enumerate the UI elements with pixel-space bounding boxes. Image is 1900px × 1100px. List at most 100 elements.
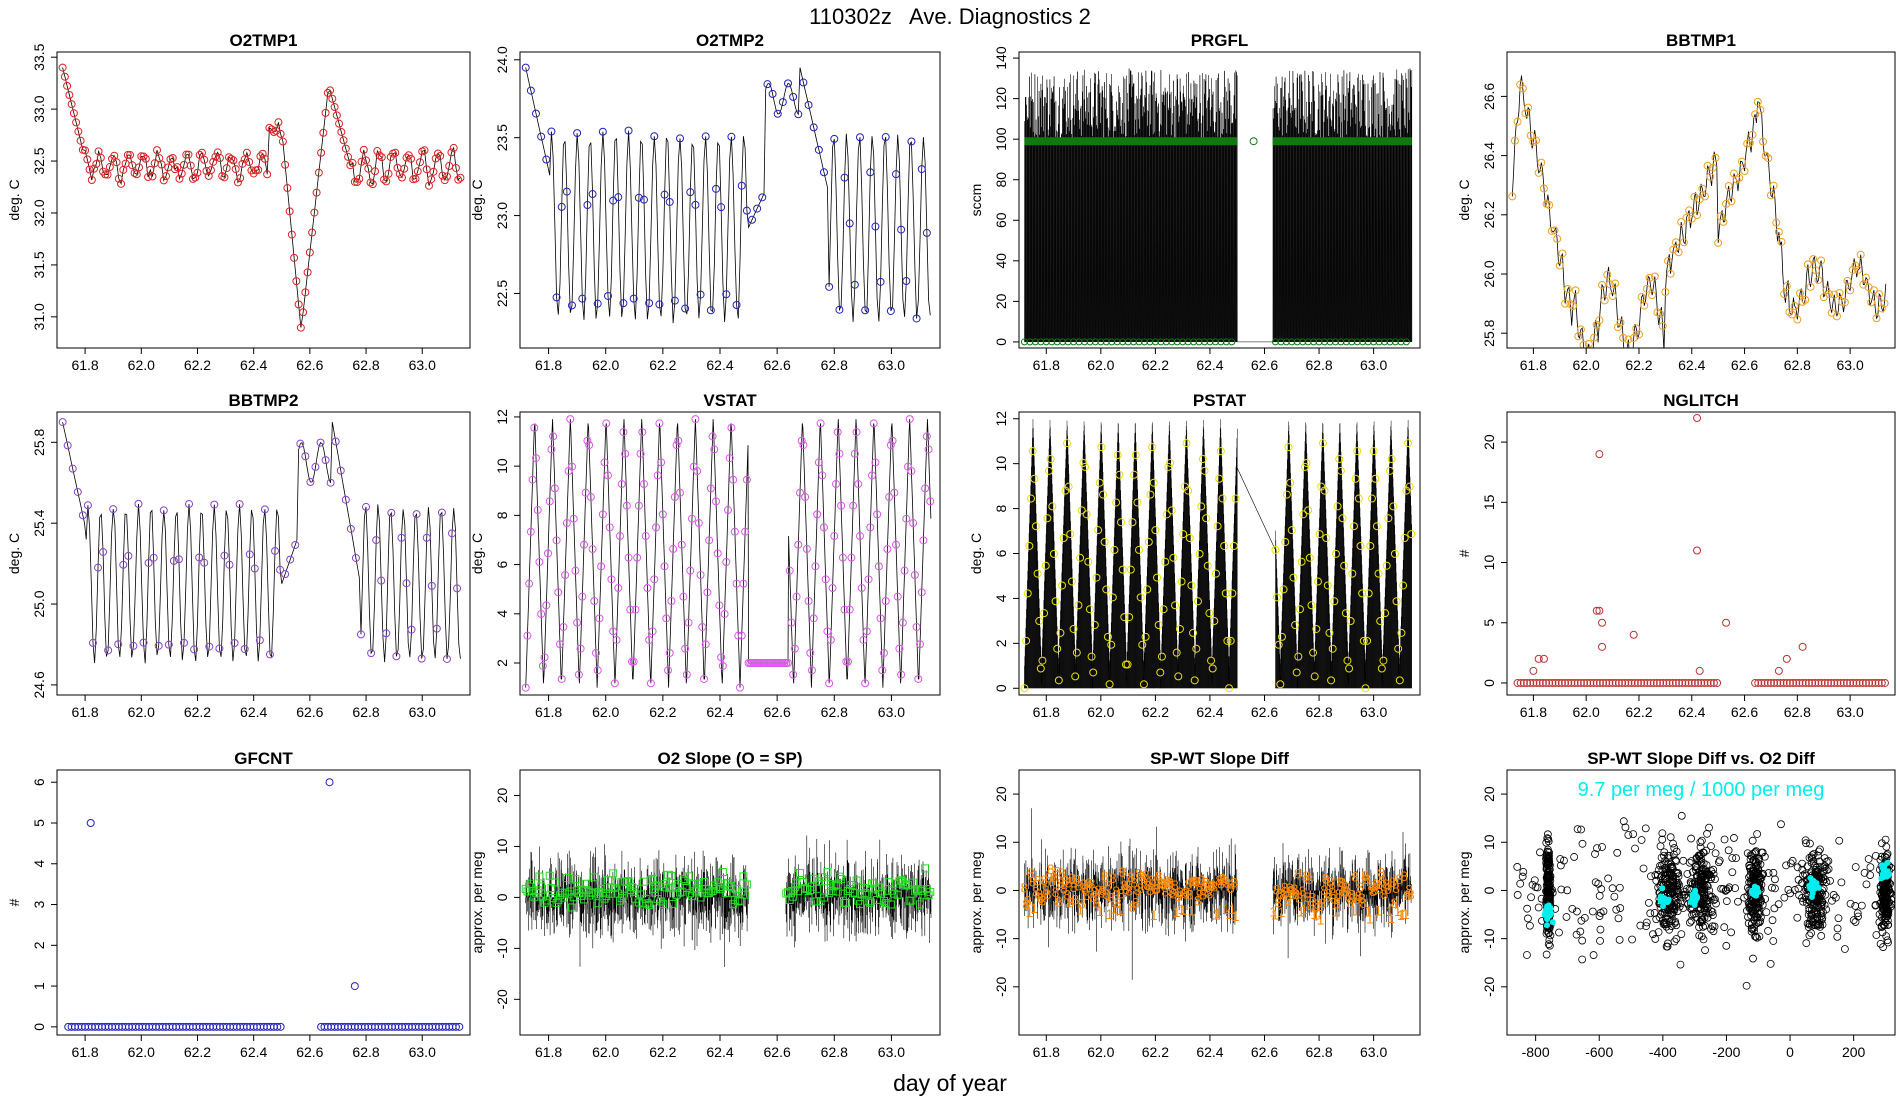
y-tick-label: 12 xyxy=(494,409,510,425)
data-point xyxy=(833,428,842,437)
series-line xyxy=(525,67,931,324)
data-point xyxy=(638,428,647,437)
data-point xyxy=(276,1022,285,1031)
data-point xyxy=(1534,168,1543,177)
data-label: 8 xyxy=(1024,892,1032,908)
data-label: 8 xyxy=(1330,890,1338,906)
data-point xyxy=(902,514,911,523)
data-point xyxy=(1077,506,1086,515)
data-point xyxy=(1825,290,1834,299)
data-point xyxy=(1323,581,1332,590)
data-point xyxy=(1094,526,1103,535)
data-point xyxy=(1022,636,1031,645)
data-point xyxy=(612,635,621,644)
data-point xyxy=(68,464,77,473)
data-label: 8 xyxy=(1181,886,1189,902)
data-point xyxy=(1671,856,1680,865)
data-point xyxy=(533,506,542,515)
data-point xyxy=(888,436,897,445)
data-point xyxy=(1149,478,1158,487)
data-point xyxy=(1558,249,1567,258)
data-point xyxy=(1138,640,1147,649)
data-point xyxy=(742,475,751,484)
data-point xyxy=(1820,678,1829,687)
data-label: 8 xyxy=(1137,880,1145,896)
fit-point xyxy=(1813,880,1820,887)
data-point xyxy=(1795,289,1804,298)
data-point xyxy=(1097,338,1105,346)
data-point xyxy=(1782,654,1791,663)
data-point xyxy=(727,132,736,141)
data-point xyxy=(813,510,822,519)
data-point xyxy=(1745,863,1754,872)
data-point xyxy=(1838,297,1847,306)
data-point xyxy=(103,170,112,179)
data-point xyxy=(1882,842,1891,851)
panel-title: VSTAT xyxy=(703,391,757,410)
data-label: 8 xyxy=(1201,877,1209,893)
data-point xyxy=(154,641,163,650)
panel-title: O2TMP2 xyxy=(696,31,764,50)
data-point xyxy=(1699,922,1707,931)
data-point xyxy=(881,899,890,908)
data-point xyxy=(525,579,534,588)
data-point xyxy=(438,171,447,180)
x-tick-label: -200 xyxy=(1712,1044,1740,1060)
data-point xyxy=(1249,137,1258,146)
data-point xyxy=(1840,945,1849,953)
plot-area xyxy=(1513,414,1889,687)
data-point xyxy=(1071,672,1080,681)
data-point xyxy=(1833,678,1842,687)
data-point xyxy=(1753,830,1762,838)
data-point xyxy=(1555,261,1564,270)
data-point xyxy=(1397,338,1405,346)
data-point xyxy=(1063,439,1072,448)
data-point xyxy=(796,869,804,878)
data-point xyxy=(705,536,714,545)
data-point xyxy=(790,644,799,653)
data-point xyxy=(1113,338,1121,346)
fit-point xyxy=(1544,922,1551,929)
data-point xyxy=(1789,678,1798,687)
data-point xyxy=(590,873,599,882)
y-tick-label: 22.5 xyxy=(494,280,510,307)
data-label: 8 xyxy=(1395,871,1403,887)
data-point xyxy=(799,78,808,87)
data-point xyxy=(1273,593,1282,602)
data-point xyxy=(1544,855,1553,864)
data-point xyxy=(1882,932,1891,941)
data-point xyxy=(616,532,624,541)
data-point xyxy=(1619,817,1628,826)
data-point xyxy=(1389,502,1398,511)
data-point xyxy=(1757,678,1766,687)
data-label: 8 xyxy=(1276,886,1284,902)
data-point xyxy=(305,248,314,257)
data-point xyxy=(1740,167,1749,176)
data-point xyxy=(1546,871,1555,880)
data-point xyxy=(1801,295,1810,304)
data-point xyxy=(1682,213,1691,222)
data-point xyxy=(832,881,840,890)
data-point xyxy=(914,674,923,683)
data-point xyxy=(730,527,739,536)
data-label: 8 xyxy=(1224,875,1232,891)
data-point xyxy=(1691,863,1700,871)
data-point xyxy=(1773,678,1782,687)
data-point xyxy=(375,151,384,160)
data-point xyxy=(323,88,332,97)
y-tick-label: -10 xyxy=(1481,928,1497,948)
data-point xyxy=(1827,678,1836,687)
data-point xyxy=(861,306,870,315)
data-point xyxy=(886,441,895,450)
data-point xyxy=(581,879,590,888)
data-point xyxy=(83,155,92,164)
data-point xyxy=(684,618,693,627)
data-point xyxy=(1640,301,1649,310)
data-point xyxy=(1676,960,1685,969)
x-tick-label: 62.2 xyxy=(184,1044,211,1060)
data-point xyxy=(816,419,825,428)
plot-area xyxy=(58,63,465,332)
data-point xyxy=(610,679,619,688)
data-label: 1 xyxy=(1278,904,1286,920)
data-point xyxy=(245,157,254,166)
